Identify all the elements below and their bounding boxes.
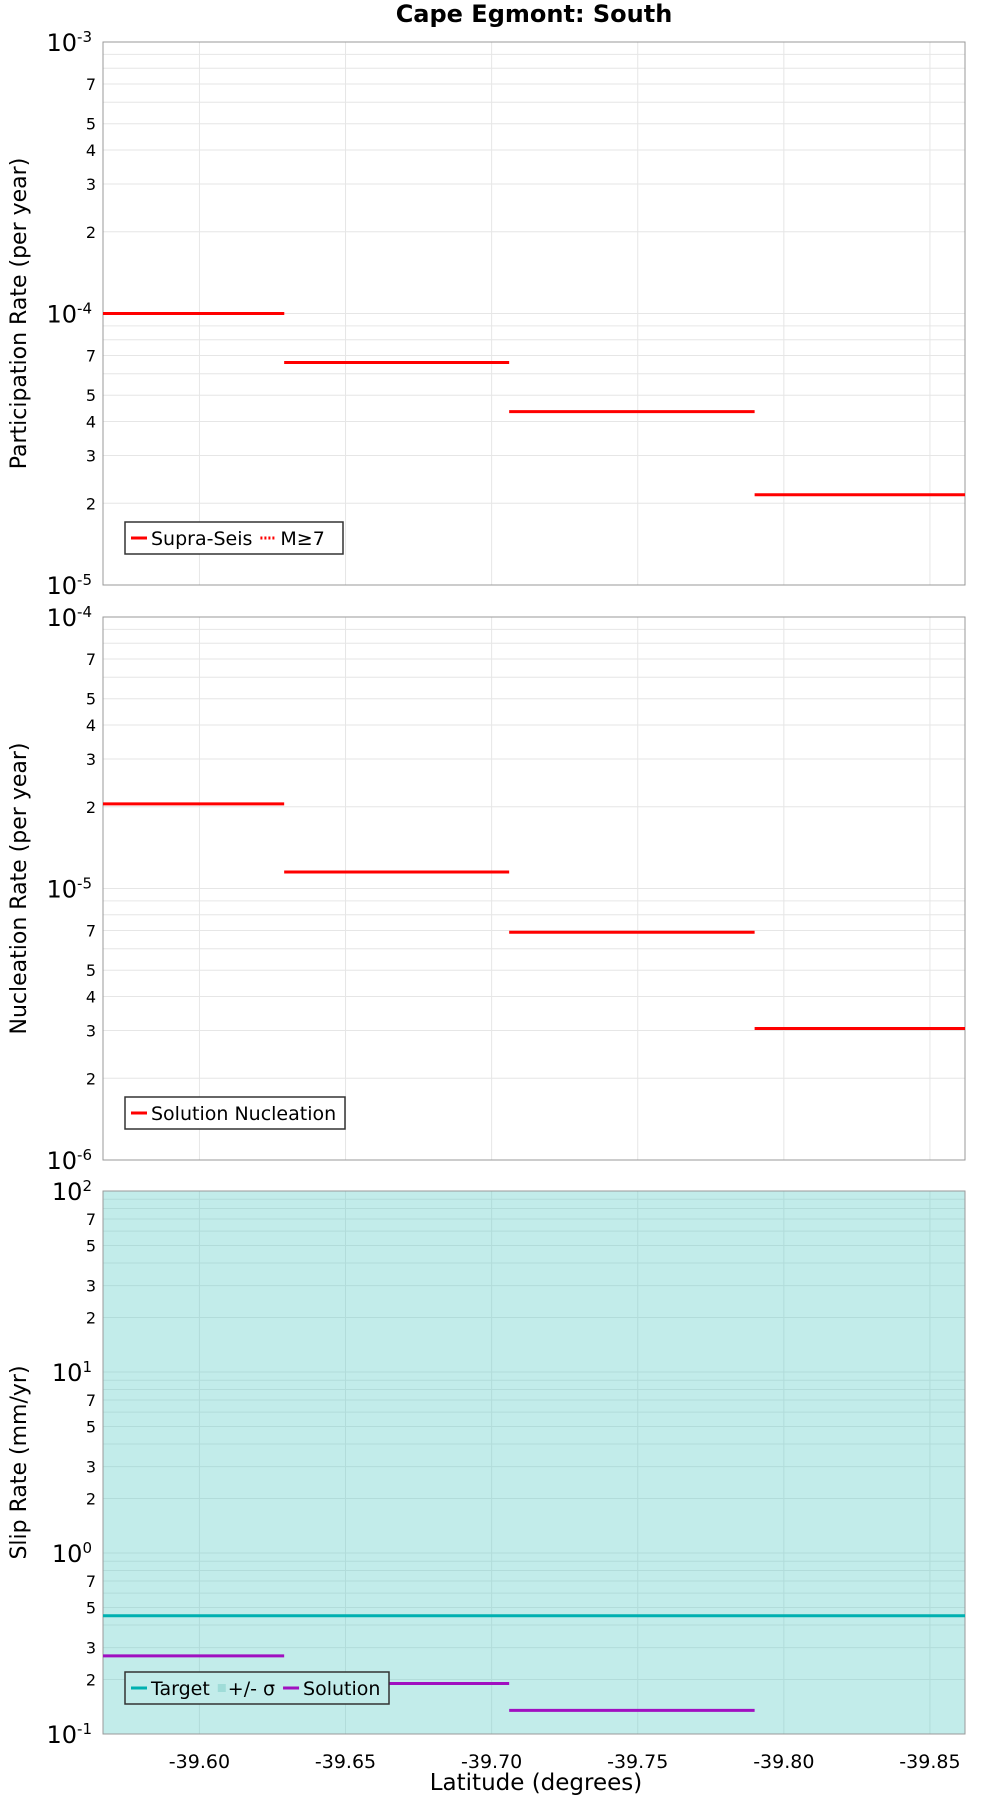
y-tick-label: 5 (86, 115, 96, 134)
y-tick-label: 2 (86, 1490, 96, 1509)
y-tick-label: 5 (86, 386, 96, 405)
y-tick-label: 7 (86, 1572, 96, 1591)
y-axis-label: Nucleation Rate (per year) (7, 743, 32, 1035)
x-tick-label: -39.60 (169, 1751, 230, 1773)
x-tick-labels: -39.60 -39.65 -39.70 -39.75 -39.80 -39.85 (169, 1751, 961, 1773)
x-tick-label: -39.80 (753, 1751, 814, 1773)
y-tick-label: 7 (86, 75, 96, 94)
figure-title: Cape Egmont: South (396, 0, 673, 28)
y-tick-label: 5 (86, 961, 96, 980)
y-tick-label: 2 (86, 494, 96, 513)
legend-label: M≥7 (280, 528, 324, 550)
legend-box (124, 1671, 390, 1705)
y-tick-label: 7 (86, 650, 96, 669)
x-tick-label: -39.85 (899, 1751, 960, 1773)
y-tick-labels: 10-3 7 5 4 3 2 10-4 7 5 4 3 2 10-5 (46, 28, 96, 600)
legend-box (124, 521, 344, 555)
x-axis-label: Latitude (degrees) (430, 1770, 643, 1796)
y-tick-label: 3 (86, 175, 96, 194)
y-tick-label: 4 (86, 988, 96, 1007)
series-solution-nucleation (103, 802, 965, 1031)
legend-label: +/- σ (228, 1678, 275, 1700)
legend: Supra-Seis M≥7 (124, 521, 344, 555)
y-axis-label: Slip Rate (mm/yr) (7, 1365, 32, 1559)
y-tick-label: 10-3 (46, 28, 92, 57)
gridlines (103, 617, 965, 1160)
y-tick-label: 10-4 (46, 603, 92, 632)
legend-swatch (217, 1684, 226, 1692)
sigma-band (103, 1191, 965, 1734)
y-tick-label: 100 (52, 1539, 92, 1568)
y-tick-label: 2 (86, 1671, 96, 1690)
y-tick-label: 4 (86, 141, 96, 160)
series-supra-seis (103, 312, 965, 497)
y-tick-label: 3 (86, 1021, 96, 1040)
y-tick-label: 2 (86, 798, 96, 817)
x-tick-label: -39.65 (315, 1751, 376, 1773)
plot-frame (102, 616, 966, 1161)
legend-label: Solution (303, 1678, 380, 1700)
y-tick-label: 2 (86, 1309, 96, 1328)
panel-slip: 102 7 5 3 2 101 7 5 3 2 100 7 5 3 2 10-1 Slip Rate (mm/y… (7, 1177, 966, 1749)
y-tick-label: 101 (52, 1358, 92, 1387)
y-tick-label: 3 (86, 1277, 96, 1296)
gridlines (103, 42, 965, 585)
y-tick-label: 3 (86, 1458, 96, 1477)
y-tick-label: 10-1 (46, 1720, 92, 1749)
y-tick-label: 7 (86, 347, 96, 366)
y-tick-label: 3 (86, 1639, 96, 1658)
y-axis-label: Participation Rate (per year) (7, 158, 32, 470)
gridlines (103, 1191, 965, 1734)
panel-participation: 10-3 7 5 4 3 2 10-4 7 5 4 3 2 10-5 Participation Rate… (7, 28, 966, 600)
y-tick-label: 4 (86, 716, 96, 735)
y-tick-label: 10-5 (46, 571, 92, 600)
y-tick-label: 2 (86, 223, 96, 242)
y-tick-label: 2 (86, 1069, 96, 1088)
panel-nucleation: 10-4 7 5 4 3 2 10-5 7 5 4 3 2 10-6 Nucleation Rate (p… (7, 603, 966, 1175)
y-tick-label: 10-5 (46, 875, 92, 904)
y-tick-labels: 102 7 5 3 2 101 7 5 3 2 100 7 5 3 2 10-1 (46, 1177, 96, 1749)
x-tick-label: -39.70 (461, 1751, 522, 1773)
legend-label: Solution Nucleation (151, 1103, 336, 1125)
y-tick-label: 5 (86, 1236, 96, 1255)
y-tick-label: 5 (86, 1417, 96, 1436)
y-tick-label: 5 (86, 690, 96, 709)
legend-box (124, 1096, 346, 1130)
y-tick-label: 7 (86, 1391, 96, 1410)
y-tick-labels: 10-4 7 5 4 3 2 10-5 7 5 4 3 2 10-6 (46, 603, 96, 1175)
legend: Target +/- σ Solution (124, 1671, 390, 1705)
legend-label: Supra-Seis (151, 528, 252, 550)
y-tick-label: 3 (86, 750, 96, 769)
legend-label: Target (150, 1678, 210, 1700)
y-tick-label: 102 (52, 1177, 92, 1206)
y-tick-label: 10-4 (46, 300, 92, 329)
y-tick-label: 7 (86, 1210, 96, 1229)
plot-frame (102, 1190, 966, 1735)
legend: Solution Nucleation (124, 1096, 346, 1130)
y-tick-label: 10-6 (46, 1146, 92, 1175)
x-tick-label: -39.75 (607, 1751, 668, 1773)
y-tick-label: 3 (86, 446, 96, 465)
y-tick-label: 4 (86, 413, 96, 432)
y-tick-label: 7 (86, 922, 96, 941)
y-tick-label: 5 (86, 1598, 96, 1617)
